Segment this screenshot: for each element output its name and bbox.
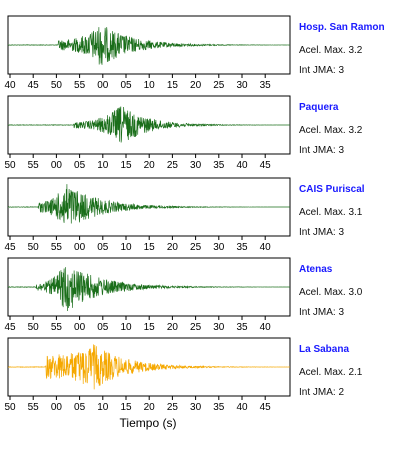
waveform-trace xyxy=(7,106,291,143)
station-name: CAIS Puriscal xyxy=(299,184,365,195)
x-tick-label: 25 xyxy=(213,80,225,91)
x-tick-label: 40 xyxy=(260,322,272,333)
accel-max-label: Acel. Max. 3.2 xyxy=(299,125,363,136)
accel-max-label: Acel. Max. 3.0 xyxy=(299,287,363,298)
x-tick-label: 15 xyxy=(167,80,179,91)
x-tick-label: 25 xyxy=(190,242,202,253)
x-tick-label: 55 xyxy=(28,160,40,171)
x-tick-label: 05 xyxy=(74,402,86,413)
x-tick-label: 00 xyxy=(74,242,86,253)
x-tick-label: 30 xyxy=(190,402,202,413)
x-tick-label: 20 xyxy=(144,402,156,413)
x-tick-label: 10 xyxy=(120,242,132,253)
x-tick-label: 10 xyxy=(144,80,156,91)
x-tick-label: 50 xyxy=(51,80,63,91)
x-tick-label: 30 xyxy=(190,160,202,171)
x-tick-label: 05 xyxy=(97,242,109,253)
x-tick-label: 55 xyxy=(74,80,86,91)
waveform-trace xyxy=(7,267,291,312)
x-tick-label: 40 xyxy=(4,80,16,91)
x-tick-label: 00 xyxy=(51,160,63,171)
x-tick-label: 50 xyxy=(28,322,40,333)
x-tick-label: 50 xyxy=(28,242,40,253)
waveform-trace xyxy=(7,184,290,224)
x-tick-label: 55 xyxy=(28,402,40,413)
station-name: Hosp. San Ramon xyxy=(299,22,385,33)
x-tick-label: 35 xyxy=(213,402,225,413)
x-tick-label: 10 xyxy=(97,402,109,413)
int-jma-label: Int JMA: 3 xyxy=(299,307,344,318)
accel-max-label: Acel. Max. 3.2 xyxy=(299,45,363,56)
x-tick-label: 25 xyxy=(167,402,179,413)
station-panel: 45 50 55 00 05 10 15 20 25 30 35 40 CAIS Puriscal Ace… xyxy=(4,177,365,253)
station-panel: 45 50 55 00 05 10 15 20 25 30 35 40 Atenas Acel. Max.… xyxy=(4,257,363,333)
x-tick-label: 00 xyxy=(74,322,86,333)
x-tick-label: 10 xyxy=(97,160,109,171)
station-panel: 50 55 00 05 10 15 20 25 30 35 40 45 La Sabana Acel. M… xyxy=(4,337,363,413)
x-tick-label: 50 xyxy=(4,402,16,413)
x-tick-label: 45 xyxy=(260,160,272,171)
x-tick-label: 20 xyxy=(190,80,202,91)
station-name: La Sabana xyxy=(299,344,349,355)
x-tick-label: 25 xyxy=(167,160,179,171)
x-tick-label: 00 xyxy=(97,80,109,91)
x-tick-label: 20 xyxy=(167,242,179,253)
accel-max-label: Acel. Max. 2.1 xyxy=(299,367,363,378)
x-tick-label: 15 xyxy=(144,242,156,253)
x-tick-label: 50 xyxy=(4,160,16,171)
x-tick-label: 15 xyxy=(120,402,132,413)
x-tick-label: 45 xyxy=(28,80,40,91)
x-tick-label: 05 xyxy=(74,160,86,171)
waveform-trace xyxy=(7,27,291,65)
x-tick-label: 05 xyxy=(97,322,109,333)
x-tick-label: 45 xyxy=(4,242,16,253)
x-tick-label: 40 xyxy=(236,402,248,413)
x-tick-label: 35 xyxy=(260,80,272,91)
x-tick-label: 55 xyxy=(51,242,63,253)
station-panels: 40 45 50 55 00 05 10 15 20 25 30 35 Hosp. San Ramon A… xyxy=(4,15,385,413)
x-tick-label: 35 xyxy=(236,242,248,253)
x-tick-label: 20 xyxy=(144,160,156,171)
x-tick-label: 15 xyxy=(144,322,156,333)
x-tick-label: 35 xyxy=(213,160,225,171)
x-tick-label: 30 xyxy=(213,242,225,253)
int-jma-label: Int JMA: 3 xyxy=(299,227,344,238)
station-panel: 50 55 00 05 10 15 20 25 30 35 40 45 Paquera Acel. Max… xyxy=(4,95,363,171)
x-tick-label: 15 xyxy=(120,160,132,171)
x-tick-label: 10 xyxy=(120,322,132,333)
x-tick-label: 30 xyxy=(236,80,248,91)
x-tick-label: 45 xyxy=(260,402,272,413)
x-tick-label: 35 xyxy=(236,322,248,333)
station-name: Atenas xyxy=(299,264,333,275)
x-tick-label: 25 xyxy=(190,322,202,333)
accel-max-label: Acel. Max. 3.1 xyxy=(299,207,363,218)
station-name: Paquera xyxy=(299,102,339,113)
x-tick-label: 55 xyxy=(51,322,63,333)
x-tick-label: 30 xyxy=(213,322,225,333)
x-tick-label: 20 xyxy=(167,322,179,333)
int-jma-label: Int JMA: 2 xyxy=(299,387,344,398)
int-jma-label: Int JMA: 3 xyxy=(299,145,344,156)
x-tick-label: 40 xyxy=(260,242,272,253)
waveform-trace xyxy=(7,344,291,390)
x-tick-label: 45 xyxy=(4,322,16,333)
x-tick-label: 00 xyxy=(51,402,63,413)
int-jma-label: Int JMA: 3 xyxy=(299,65,344,76)
x-tick-label: 05 xyxy=(120,80,132,91)
station-panel: 40 45 50 55 00 05 10 15 20 25 30 35 Hosp. San Ramon A… xyxy=(4,15,385,91)
x-tick-label: 40 xyxy=(236,160,248,171)
x-axis-label: Tiempo (s) xyxy=(120,416,177,430)
